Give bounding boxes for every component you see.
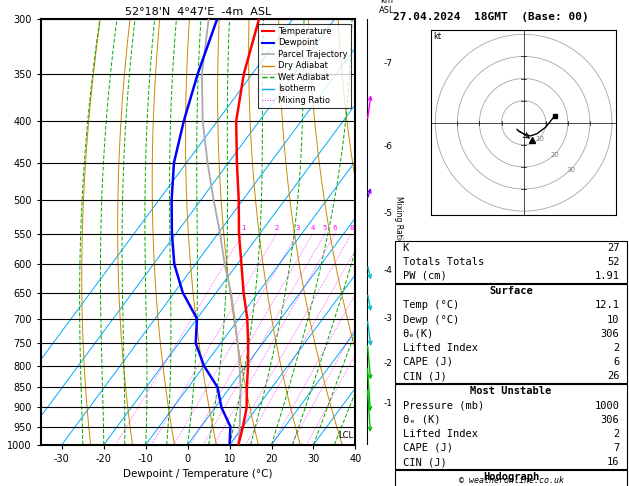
Text: 306: 306	[601, 415, 620, 425]
Text: 306: 306	[601, 329, 620, 339]
Text: Lifted Index: Lifted Index	[403, 343, 477, 353]
Text: CIN (J): CIN (J)	[403, 371, 447, 381]
Text: 30: 30	[567, 168, 576, 174]
Text: 20: 20	[551, 152, 560, 157]
Text: CAPE (J): CAPE (J)	[403, 357, 452, 367]
Text: -2: -2	[384, 359, 393, 368]
Text: 26: 26	[607, 371, 620, 381]
Legend: Temperature, Dewpoint, Parcel Trajectory, Dry Adiabat, Wet Adiabat, Isotherm, Mi: Temperature, Dewpoint, Parcel Trajectory…	[259, 24, 351, 108]
Text: θₑ(K): θₑ(K)	[403, 329, 434, 339]
Bar	[396, 241, 626, 283]
Text: K: K	[403, 243, 409, 253]
Text: 6: 6	[333, 226, 337, 231]
Text: 52: 52	[607, 257, 620, 267]
Text: 10: 10	[535, 136, 544, 141]
Text: -4: -4	[384, 266, 393, 275]
Text: Dewp (°C): Dewp (°C)	[403, 314, 459, 325]
Bar	[396, 384, 626, 469]
Text: kt: kt	[433, 32, 441, 41]
Text: Hodograph: Hodograph	[483, 472, 539, 483]
Text: 10: 10	[607, 314, 620, 325]
Text: 8: 8	[349, 226, 354, 231]
Text: CIN (J): CIN (J)	[403, 457, 447, 467]
Y-axis label: hPa: hPa	[0, 222, 2, 242]
Text: -3: -3	[384, 314, 393, 323]
Text: Most Unstable: Most Unstable	[470, 386, 552, 397]
Bar	[396, 470, 626, 486]
Text: Totals Totals: Totals Totals	[403, 257, 484, 267]
Text: 1000: 1000	[594, 400, 620, 411]
Title: 52°18'N  4°47'E  -4m  ASL: 52°18'N 4°47'E -4m ASL	[125, 7, 271, 17]
Text: 7: 7	[613, 443, 620, 453]
Text: PW (cm): PW (cm)	[403, 271, 447, 281]
Text: 2: 2	[274, 226, 279, 231]
Text: 6: 6	[613, 357, 620, 367]
Text: Surface: Surface	[489, 286, 533, 296]
Text: CAPE (J): CAPE (J)	[403, 443, 452, 453]
Text: Pressure (mb): Pressure (mb)	[403, 400, 484, 411]
Text: -6: -6	[384, 142, 393, 151]
Text: 27: 27	[607, 243, 620, 253]
Text: 5: 5	[323, 226, 327, 231]
Text: -1: -1	[384, 399, 393, 408]
Text: km
ASL: km ASL	[379, 0, 395, 15]
Text: 2: 2	[613, 429, 620, 439]
Text: -5: -5	[384, 209, 393, 218]
Text: © weatheronline.co.uk: © weatheronline.co.uk	[459, 476, 564, 485]
Text: θₑ (K): θₑ (K)	[403, 415, 440, 425]
Text: 27.04.2024  18GMT  (Base: 00): 27.04.2024 18GMT (Base: 00)	[393, 12, 589, 22]
Text: 1: 1	[241, 226, 245, 231]
Text: -7: -7	[384, 59, 393, 68]
Text: Temp (°C): Temp (°C)	[403, 300, 459, 311]
Text: 16: 16	[607, 457, 620, 467]
Text: 2: 2	[613, 343, 620, 353]
Text: Lifted Index: Lifted Index	[403, 429, 477, 439]
Text: 1.91: 1.91	[594, 271, 620, 281]
Text: 3: 3	[295, 226, 300, 231]
Text: 4: 4	[311, 226, 315, 231]
Text: 12.1: 12.1	[594, 300, 620, 311]
Text: Mixing Ratio (g/kg): Mixing Ratio (g/kg)	[394, 195, 403, 269]
Text: LCL: LCL	[338, 431, 353, 439]
Bar	[396, 284, 626, 383]
X-axis label: Dewpoint / Temperature (°C): Dewpoint / Temperature (°C)	[123, 469, 273, 479]
